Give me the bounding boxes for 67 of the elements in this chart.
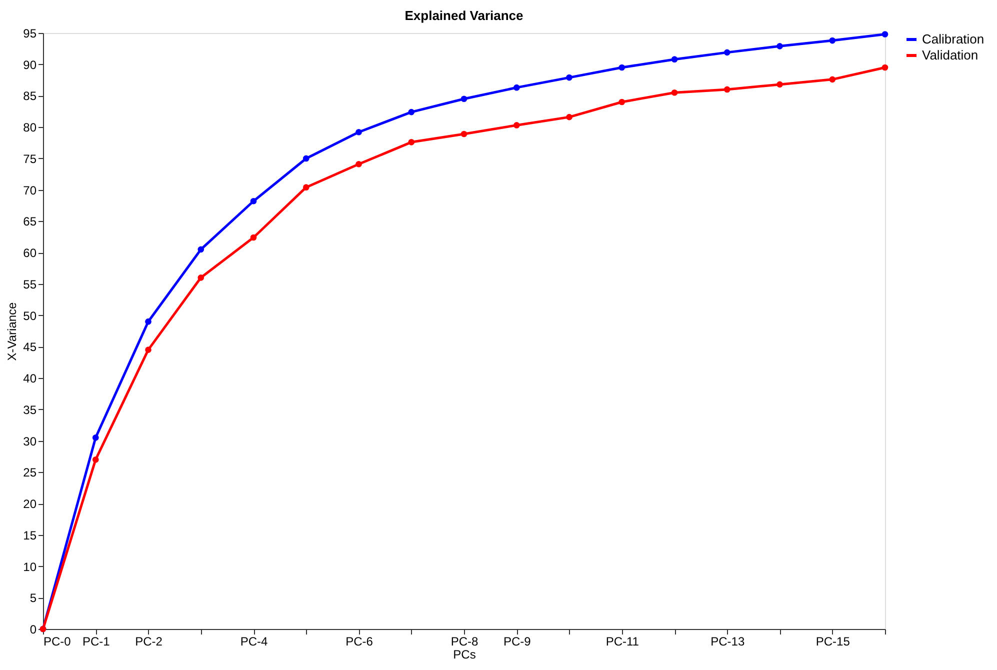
point xyxy=(460,96,468,102)
point xyxy=(776,43,783,50)
point xyxy=(671,89,678,96)
point xyxy=(302,184,310,190)
point xyxy=(145,346,152,353)
y-tick-label: 90 xyxy=(23,58,37,72)
y-tick-label: 40 xyxy=(23,372,37,386)
point xyxy=(829,76,836,83)
y-tick-label: 15 xyxy=(23,528,37,542)
x-tick-label: PC-1 xyxy=(82,634,110,648)
point xyxy=(408,139,415,146)
y-tick-label: 55 xyxy=(23,277,37,292)
point xyxy=(513,84,520,91)
point xyxy=(724,49,730,56)
y-axis-title: X-Variance xyxy=(5,302,20,361)
point xyxy=(408,108,415,116)
y-tick-label: 60 xyxy=(23,246,37,260)
x-tick-label: PC-2 xyxy=(135,634,163,648)
point xyxy=(882,64,888,71)
x-tick-label: PC-8 xyxy=(450,634,478,648)
x-tick-label: PC-9 xyxy=(503,634,532,648)
x-tick-label: PC-0 xyxy=(44,634,72,648)
point xyxy=(566,74,572,81)
x-tick-label: PC-15 xyxy=(816,634,850,648)
x-tick-label: PC-13 xyxy=(710,634,745,648)
point xyxy=(250,198,257,204)
legend-label: Validation xyxy=(922,48,978,62)
point xyxy=(356,160,362,168)
point xyxy=(566,114,572,120)
y-tick-label: 50 xyxy=(23,308,37,323)
point xyxy=(460,130,468,138)
point xyxy=(198,246,204,253)
y-tick-label: 5 xyxy=(30,591,37,606)
point xyxy=(618,64,626,71)
point xyxy=(356,128,362,136)
point xyxy=(198,274,204,281)
y-tick-label: 35 xyxy=(23,402,37,417)
y-tick-label: 95 xyxy=(23,26,37,40)
point xyxy=(250,234,257,241)
y-tick-label: 10 xyxy=(23,560,37,574)
x-tick-label: PC-11 xyxy=(606,634,640,648)
chart-title: Explained Variance xyxy=(404,8,524,23)
point xyxy=(302,155,310,162)
x-tick-label: PC-4 xyxy=(240,634,268,648)
y-tick-label: 20 xyxy=(23,497,37,512)
y-tick-label: 30 xyxy=(23,434,37,448)
y-tick-label: 85 xyxy=(23,89,37,104)
point xyxy=(671,56,678,63)
point xyxy=(618,98,626,106)
y-tick-label: 80 xyxy=(23,120,37,135)
point xyxy=(882,31,888,38)
legend-label: Calibration xyxy=(922,32,984,46)
point xyxy=(513,122,520,128)
point xyxy=(829,37,836,44)
point xyxy=(92,434,99,441)
y-tick-label: 45 xyxy=(23,340,37,354)
x-axis-title: PCs xyxy=(453,648,476,662)
point xyxy=(776,81,783,88)
y-tick-label: 70 xyxy=(23,183,37,198)
point xyxy=(724,86,730,93)
y-tick-label: 0 xyxy=(30,622,37,636)
y-tick-label: 25 xyxy=(23,466,37,480)
x-tick-label: PC-6 xyxy=(346,634,374,648)
point xyxy=(145,318,152,325)
y-tick-label: 65 xyxy=(23,214,37,229)
y-tick-label: 75 xyxy=(23,152,37,166)
point xyxy=(92,456,99,463)
